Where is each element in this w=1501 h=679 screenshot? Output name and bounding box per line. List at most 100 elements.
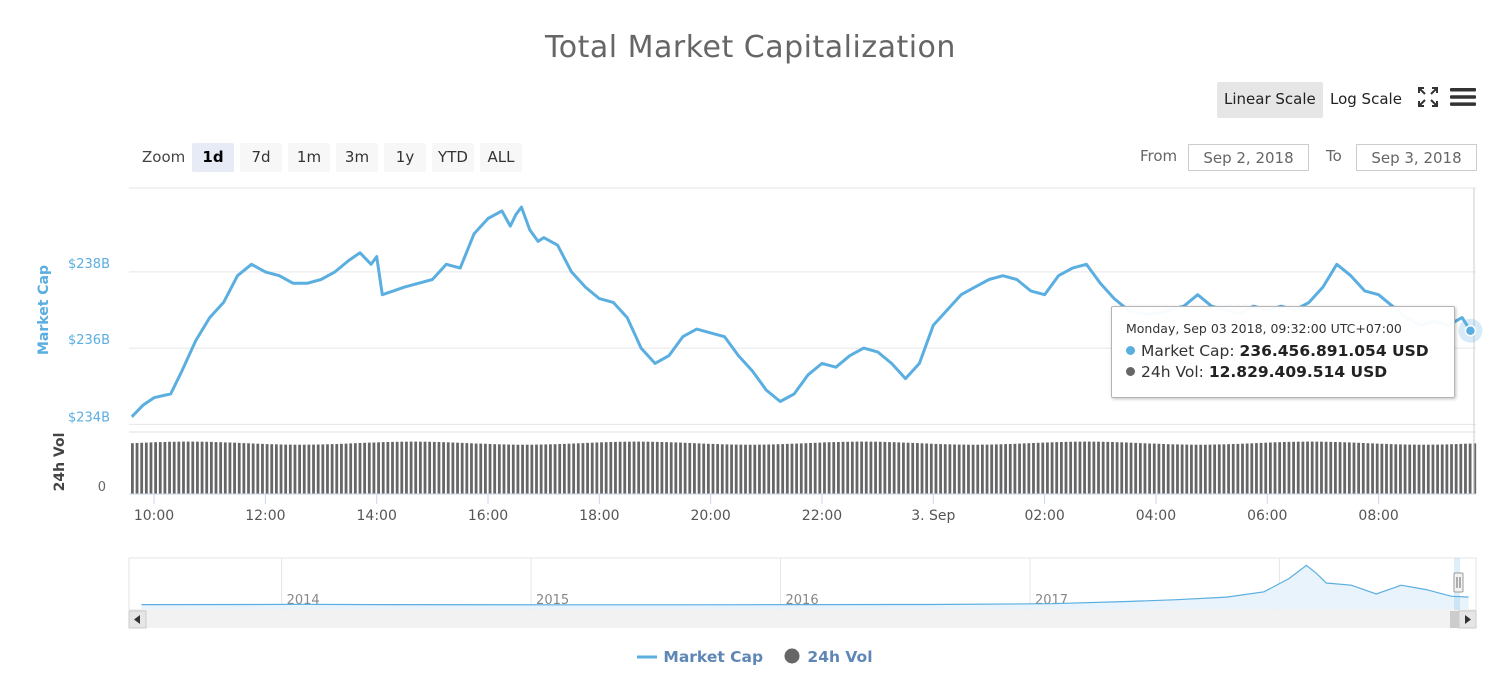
volume-bar: [1459, 443, 1463, 494]
volume-bar: [1162, 444, 1165, 494]
volume-bar: [967, 444, 970, 494]
volume-bar: [957, 444, 961, 494]
navigator-scrollbar-track[interactable]: [129, 611, 1476, 628]
volume-bar: [1250, 443, 1254, 494]
volume-bar: [1227, 444, 1230, 494]
volume-bar: [646, 441, 650, 494]
volume-bar: [1403, 444, 1407, 494]
x-tick-label: 08:00: [1358, 508, 1398, 524]
volume-bar: [1440, 444, 1444, 494]
volume-bar: [149, 442, 153, 494]
zoom-all-button[interactable]: ALL: [480, 143, 522, 172]
scroll-right-button[interactable]: [1458, 610, 1477, 629]
chart-legend: Market Cap 24h Vol: [0, 648, 1501, 670]
volume-bar: [200, 441, 204, 494]
volume-bar: [1399, 444, 1402, 494]
volume-bar: [1106, 441, 1110, 494]
volume-bar: [1347, 442, 1351, 494]
volume-bar: [395, 441, 399, 494]
zoom-ytd-button[interactable]: YTD: [432, 143, 474, 172]
volume-bar: [363, 442, 367, 494]
zoom-3m-button[interactable]: 3m: [336, 143, 378, 172]
volume-bar: [432, 441, 436, 494]
hamburger-menu-icon[interactable]: [1450, 87, 1476, 111]
volume-bar: [1013, 443, 1017, 494]
to-date-input[interactable]: Sep 3, 2018: [1356, 144, 1477, 171]
from-date-input[interactable]: Sep 2, 2018: [1188, 144, 1309, 171]
volume-bar: [1203, 444, 1207, 494]
legend-item-24h-vol[interactable]: 24h Vol: [784, 648, 873, 666]
volume-bar: [186, 441, 190, 494]
volume-bar: [288, 444, 292, 494]
volume-bar: [1055, 442, 1059, 494]
expand-icon[interactable]: [1417, 86, 1439, 112]
volume-bar: [1059, 442, 1063, 494]
volume-bar: [1120, 442, 1124, 494]
tooltip-series-name: 24h Vol: [1141, 363, 1199, 381]
volume-bar: [168, 441, 171, 494]
volume-bar: [776, 444, 780, 494]
zoom-1y-button[interactable]: 1y: [384, 143, 426, 172]
volume-bar: [418, 441, 422, 494]
navigator-right-handle[interactable]: [1453, 572, 1464, 593]
volume-bar: [976, 444, 980, 494]
x-tick-label: 06:00: [1247, 508, 1287, 524]
volume-bar: [144, 442, 148, 494]
volume-bar: [943, 444, 947, 494]
volume-bar: [1087, 441, 1091, 494]
volume-bar: [405, 441, 408, 494]
volume-bar: [131, 443, 134, 494]
volume-bar: [604, 442, 608, 494]
x-tick-label: 18:00: [579, 508, 619, 524]
volume-bar: [1436, 444, 1439, 494]
x-tick-label: 12:00: [245, 508, 285, 524]
volume-bar: [971, 444, 975, 494]
volume-bar: [428, 441, 432, 494]
volume-bar: [1385, 443, 1388, 494]
volume-bar: [1157, 443, 1161, 494]
legend-item-market-cap[interactable]: Market Cap: [636, 648, 763, 666]
volume-bar: [590, 442, 594, 494]
tooltip-market-cap-dot: [1126, 346, 1135, 355]
zoom-7d-button[interactable]: 7d: [240, 143, 282, 172]
volume-bar: [1394, 444, 1398, 494]
volume-bar: [920, 443, 924, 494]
zoom-1m-button[interactable]: 1m: [288, 143, 330, 172]
volume-bar: [414, 441, 418, 494]
volume-bar: [1148, 443, 1152, 494]
volume-bar: [874, 441, 877, 494]
volume-bar: [1138, 443, 1142, 494]
volume-bar: [595, 442, 599, 494]
volume-bar: [1255, 443, 1258, 494]
volume-bar: [641, 441, 645, 494]
volume-bar: [196, 441, 199, 494]
navigator-scrollbar-thumb[interactable]: [1450, 611, 1460, 628]
log-scale-button[interactable]: Log Scale: [1330, 90, 1402, 108]
zoom-1d-button[interactable]: 1d: [192, 143, 234, 172]
volume-bar: [1124, 442, 1128, 494]
volume-bar: [651, 441, 655, 494]
volume-bar: [562, 443, 566, 494]
volume-bar: [507, 444, 511, 494]
volume-bar: [1069, 441, 1073, 494]
volume-bar: [377, 442, 380, 494]
volume-bar: [934, 443, 938, 494]
volume-bar: [809, 443, 812, 494]
volume-bar: [716, 444, 720, 494]
volume-bar: [1032, 443, 1035, 494]
volume-bar: [409, 441, 413, 494]
volume-bar: [748, 444, 752, 494]
volume-bar: [172, 441, 176, 494]
volume-bar: [372, 442, 376, 494]
scroll-left-button[interactable]: [128, 610, 147, 629]
volume-bar: [586, 442, 589, 494]
volume-bar: [1357, 442, 1361, 494]
volume-bar: [163, 442, 167, 494]
linear-scale-button[interactable]: Linear Scale: [1217, 82, 1323, 118]
chart-title: Total Market Capitalization: [545, 30, 956, 65]
volume-bar: [1343, 442, 1347, 494]
volume-bar: [618, 441, 622, 494]
chart-tooltip: Monday, Sep 03 2018, 09:32:00 UTC+07:00 …: [1111, 306, 1455, 398]
volume-bar: [985, 444, 989, 494]
